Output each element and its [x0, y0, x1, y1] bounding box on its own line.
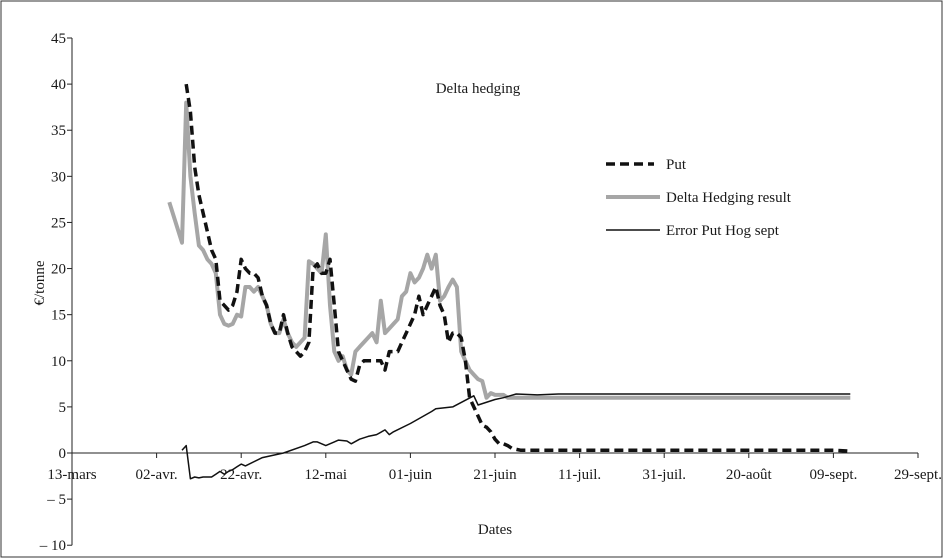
y-tick-label: 40 — [51, 77, 66, 93]
x-tick-label: 13-mars — [47, 467, 96, 483]
y-tick-label: 35 — [51, 123, 66, 139]
y-tick-label: 20 — [51, 262, 66, 278]
y-tick-label: 25 — [51, 215, 66, 231]
x-tick-label: 02-avr. — [136, 467, 178, 483]
x-axis: 13-mars 02-avr. 22-avr. 12-mai 01-juin 21-jui… — [47, 452, 942, 483]
y-tick-label: 15 — [51, 308, 66, 324]
y-tick-label: 5 — [59, 400, 67, 416]
chart-title: Delta hedging — [436, 81, 521, 97]
y-tick-label: – 10 — [39, 538, 66, 554]
x-tick-label: 12-mai — [305, 467, 348, 483]
x-axis-title: Dates — [478, 522, 512, 538]
series-layer — [167, 83, 851, 480]
legend-label-error-put-hog-sept: Error Put Hog sept — [666, 223, 780, 239]
y-tick-label: 45 — [51, 31, 66, 47]
x-tick-label: 11-juil. — [558, 467, 601, 483]
series-line-put — [184, 83, 851, 453]
y-tick-label: 0 — [59, 446, 67, 462]
y-axis: – 10 – 5 0 5 10 15 20 25 30 35 40 45 — [39, 31, 73, 554]
legend-label-delta-hedging-result: Delta Hedging result — [666, 190, 792, 206]
y-tick-label: 30 — [51, 169, 66, 185]
x-tick-label: 01-juin — [389, 467, 433, 483]
x-tick-label: 22-avr. — [220, 467, 262, 483]
y-tick-label: – 5 — [46, 492, 66, 508]
y-axis-title: €/tonne — [32, 260, 48, 305]
x-tick-label: 21-juin — [473, 467, 517, 483]
x-tick-label: 31-juil. — [642, 467, 686, 483]
series-line-delta-hedging-result — [167, 100, 851, 400]
legend-label-put: Put — [666, 157, 687, 173]
series-line-error-put-hog-sept — [181, 393, 851, 480]
x-tick-label: 29-sept. — [894, 467, 942, 483]
y-tick-label: 10 — [51, 354, 66, 370]
x-tick-label: 09-sept. — [809, 467, 857, 483]
legend: Put Delta Hedging result Error Put Hog s… — [606, 157, 792, 239]
x-tick-label: 20-août — [726, 467, 773, 483]
